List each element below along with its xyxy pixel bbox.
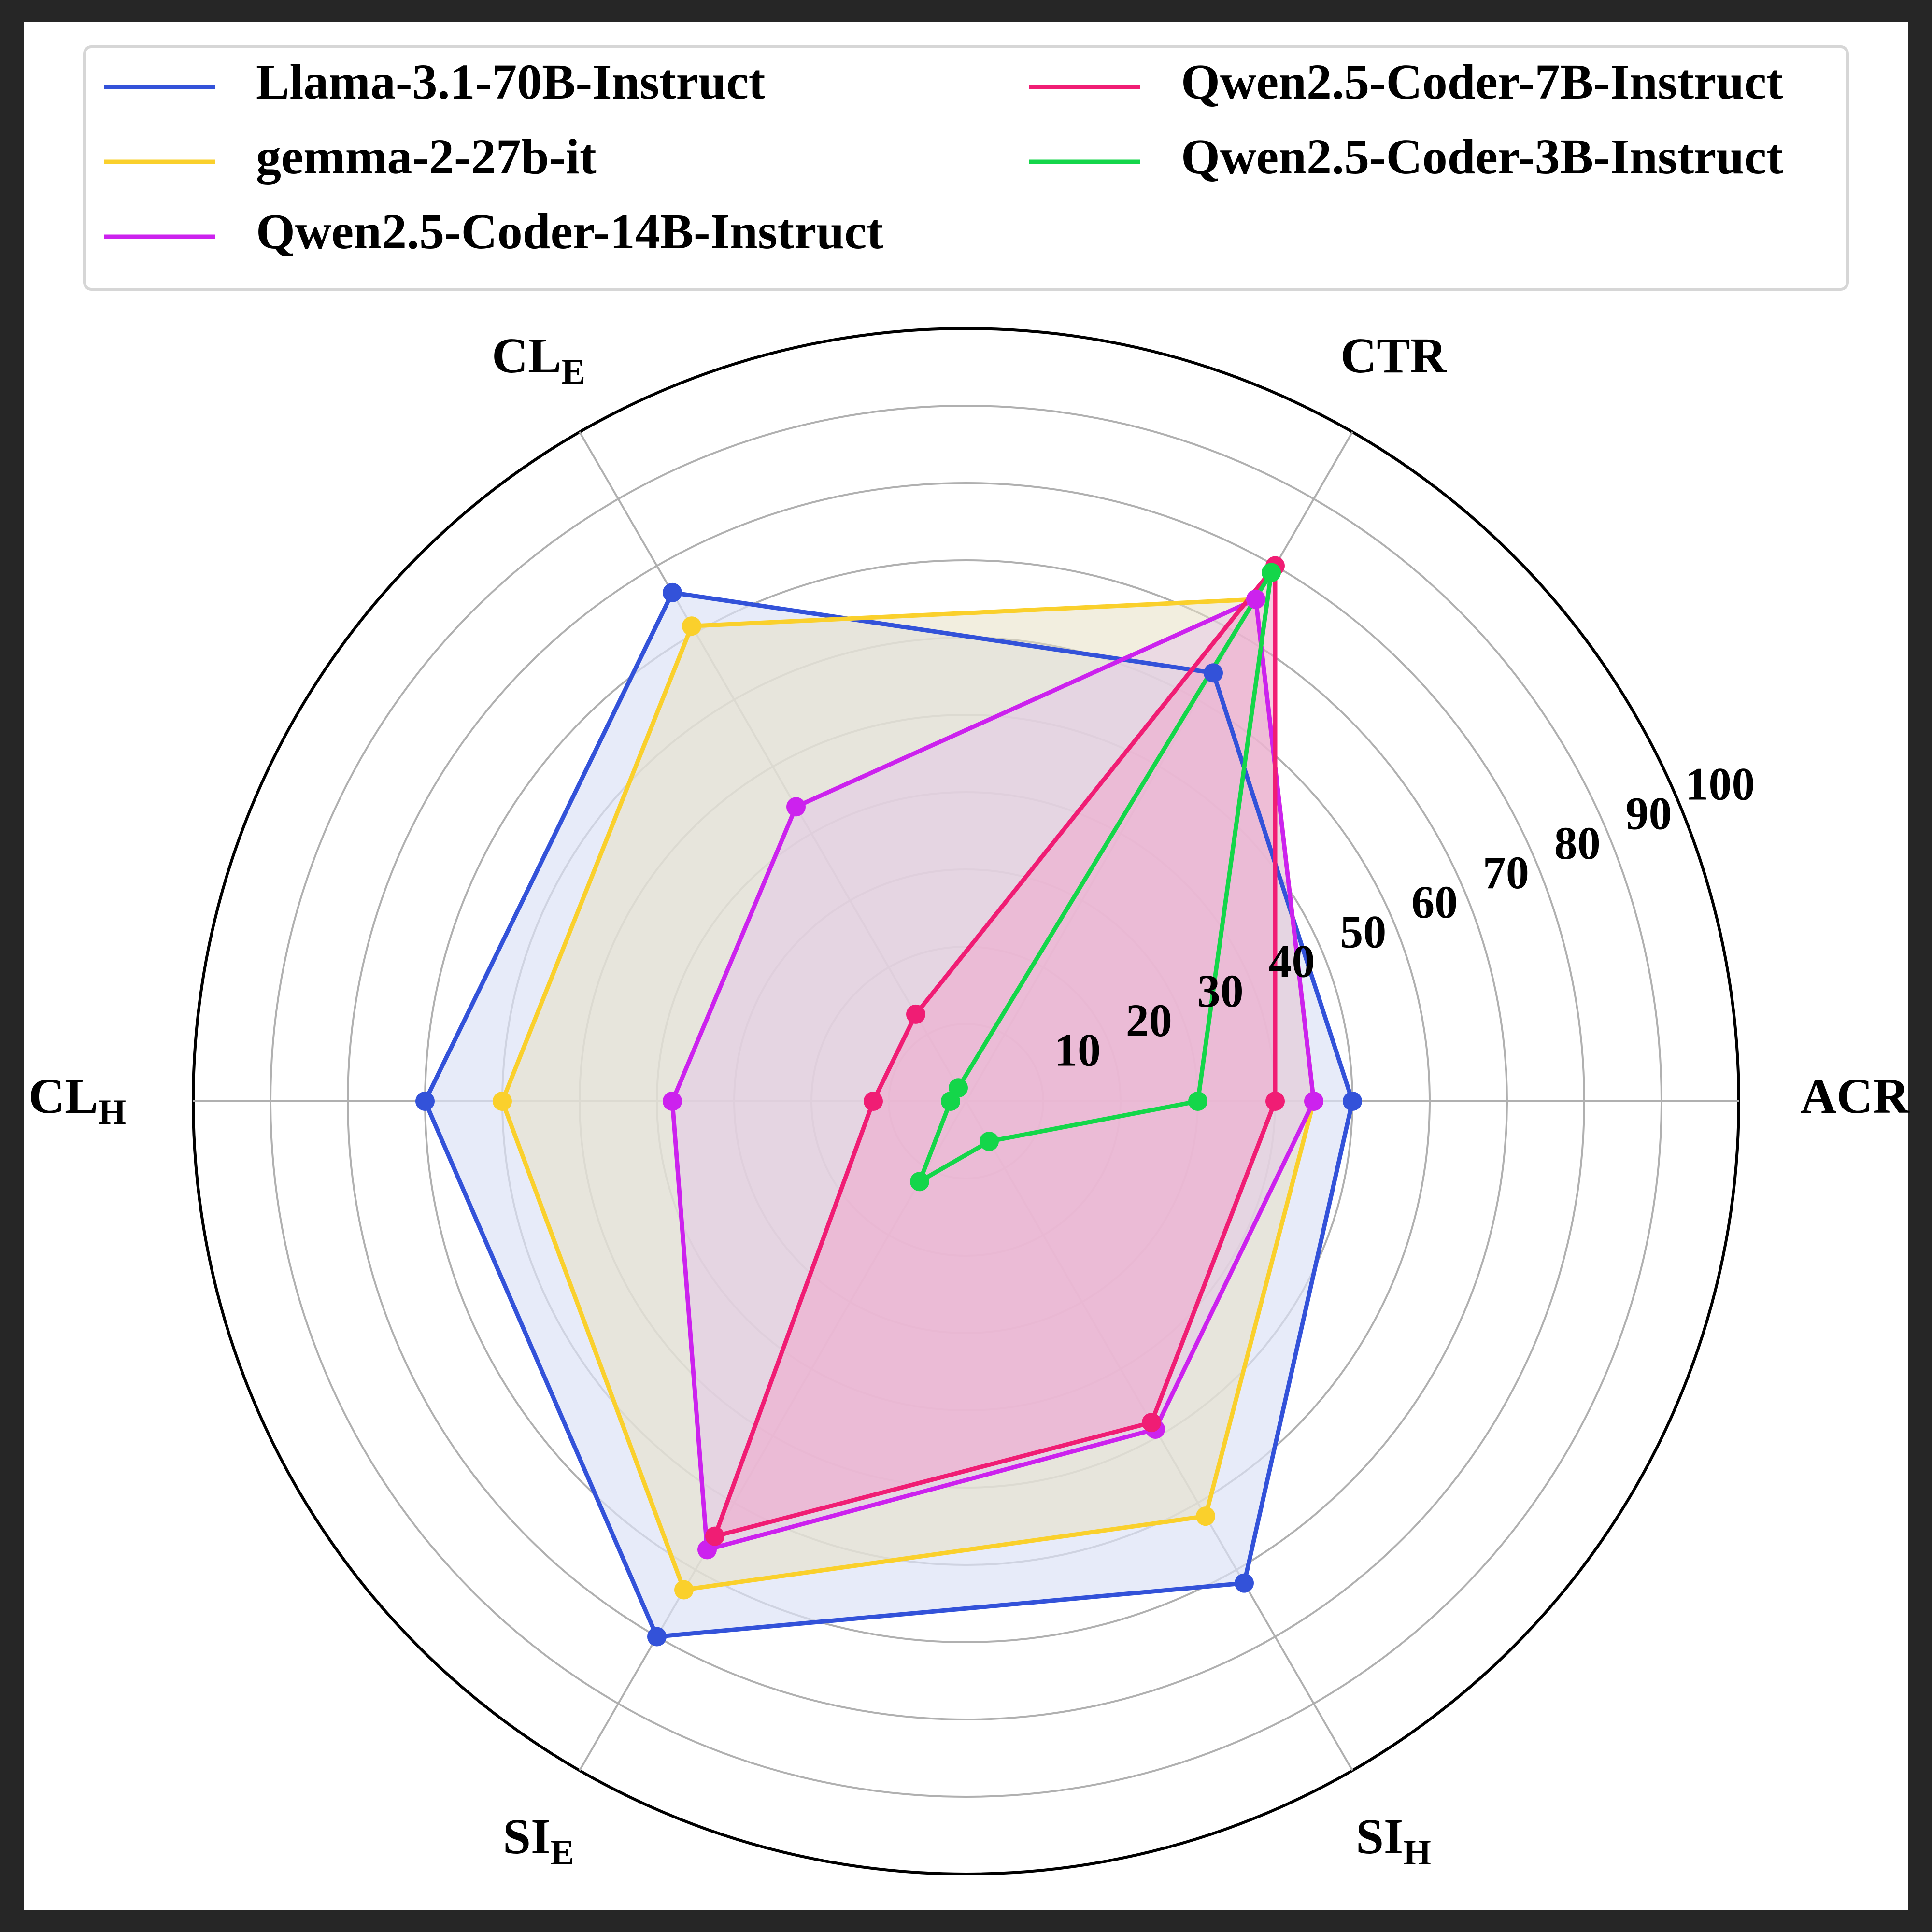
point-qwen2-5-coder-3b-instruct-ctr	[1262, 563, 1281, 582]
axis-label-ctr: CTR	[1340, 328, 1447, 384]
point-qwen2-5-coder-7b-instruct-sie	[705, 1526, 724, 1546]
point-qwen2-5-coder-14b-instruct-acr	[1304, 1092, 1323, 1111]
point-qwen2-5-coder-14b-instruct-ctr	[1246, 589, 1265, 609]
tick-label-50: 50	[1340, 906, 1386, 957]
tick-label-40: 40	[1268, 936, 1315, 987]
legend-item-qwen2-5-coder-14b-instruct: Qwen2.5-Coder-14B-Instruct	[104, 204, 883, 259]
radial-tick-labels: 10 20 30 40 50 60 70 80 90 100	[1054, 758, 1755, 1076]
tick-label-100: 100	[1685, 758, 1755, 810]
legend-label: Qwen2.5-Coder-3B-Instruct	[1181, 129, 1783, 185]
tick-label-90: 90	[1626, 788, 1672, 839]
point-qwen2-5-coder-14b-instruct-cle	[786, 797, 806, 817]
tick-label-70: 70	[1483, 847, 1529, 898]
axis-label-cle: CLE	[492, 328, 585, 392]
axis-label-subscript: H	[98, 1093, 126, 1132]
point-qwen2-5-coder-14b-instruct-clh	[663, 1092, 682, 1111]
axis-label-clh: CLH	[28, 1068, 126, 1132]
legend-label: gemma-2-27b-it	[256, 129, 597, 185]
point-qwen2-5-coder-3b-instruct-clh	[941, 1092, 960, 1111]
point-llama-3-1-70b-instruct-clh	[415, 1092, 435, 1111]
legend-item-qwen2-5-coder-7b-instruct: Qwen2.5-Coder-7B-Instruct	[1029, 54, 1783, 110]
tick-label-60: 60	[1411, 876, 1458, 928]
legend-box	[83, 45, 1849, 291]
legend: Llama-3.1-70B-Instruct gemma-2-27b-it Qwen…	[83, 45, 1849, 291]
axis-label-text: CL	[28, 1068, 98, 1124]
legend-item-llama-3-1-70b-instruct: Llama-3.1-70B-Instruct	[104, 54, 766, 110]
point-qwen2-5-coder-3b-instruct-acr	[1188, 1092, 1208, 1111]
axis-label-sie: SIE	[503, 1809, 574, 1873]
legend-item-qwen2-5-coder-3b-instruct: Qwen2.5-Coder-3B-Instruct	[1029, 129, 1783, 185]
axis-label-sih: SIH	[1356, 1809, 1431, 1873]
tick-label-10: 10	[1054, 1024, 1101, 1076]
legend-label: Qwen2.5-Coder-14B-Instruct	[256, 204, 883, 259]
point-llama-3-1-70b-instruct-cle	[663, 582, 682, 602]
axis-label-text: ACR	[1800, 1068, 1910, 1124]
tick-label-20: 20	[1126, 994, 1172, 1046]
axis-label-subscript: E	[550, 1833, 574, 1873]
point-qwen2-5-coder-7b-instruct-sih	[1142, 1413, 1161, 1433]
point-llama-3-1-70b-instruct-sih	[1235, 1573, 1254, 1593]
point-qwen2-5-coder-7b-instruct-acr	[1265, 1092, 1285, 1111]
series-fills	[425, 566, 1352, 1637]
axis-label-text: CL	[492, 328, 561, 384]
point-qwen2-5-coder-7b-instruct-cle	[906, 1004, 925, 1024]
axis-label-subscript: E	[562, 352, 585, 392]
area-qwen2-5-coder-7b-instruct	[715, 566, 1275, 1536]
legend-item-gemma-2-27b-it: gemma-2-27b-it	[104, 129, 597, 185]
axis-label-text: CTR	[1340, 328, 1447, 384]
point-qwen2-5-coder-3b-instruct-sih	[980, 1132, 999, 1151]
legend-label: Llama-3.1-70B-Instruct	[256, 54, 766, 110]
axis-label-subscript: H	[1403, 1833, 1431, 1873]
legend-label: Qwen2.5-Coder-7B-Instruct	[1181, 54, 1783, 110]
point-gemma-2-27b-it-sih	[1196, 1506, 1215, 1526]
point-llama-3-1-70b-instruct-acr	[1343, 1092, 1362, 1111]
point-llama-3-1-70b-instruct-ctr	[1204, 663, 1223, 683]
axis-label-text: SI	[1356, 1809, 1403, 1864]
tick-label-30: 30	[1197, 965, 1244, 1017]
point-llama-3-1-70b-instruct-sie	[647, 1627, 667, 1647]
series-points	[415, 556, 1362, 1647]
point-qwen2-5-coder-7b-instruct-clh	[864, 1092, 883, 1111]
axis-label-acr: ACR	[1800, 1068, 1910, 1124]
axis-label-text: SI	[503, 1809, 550, 1864]
point-gemma-2-27b-it-cle	[682, 616, 701, 636]
point-gemma-2-27b-it-clh	[493, 1092, 512, 1111]
point-qwen2-5-coder-3b-instruct-sie	[910, 1172, 929, 1192]
point-gemma-2-27b-it-sie	[674, 1580, 694, 1600]
tick-label-80: 80	[1554, 817, 1601, 869]
